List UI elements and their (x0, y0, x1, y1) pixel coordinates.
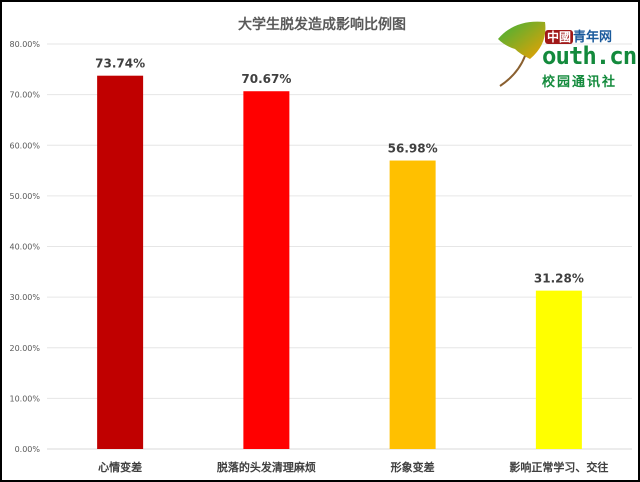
y-tick-label: 70.00% (9, 91, 40, 100)
y-tick-label: 50.00% (9, 192, 40, 201)
y-tick-label: 30.00% (9, 293, 40, 302)
bar (97, 75, 144, 449)
x-tick-label: 影响正常学习、交往 (509, 460, 608, 474)
y-tick-label: 0.00% (15, 445, 41, 454)
data-label: 73.74% (95, 57, 145, 71)
x-tick-label: 脱落的头发清理麻烦 (217, 460, 316, 474)
y-tick-label: 40.00% (9, 243, 40, 252)
bar (243, 91, 290, 449)
youth-cn-logo: 中國 青年网 outh.cn 校园通讯社 (490, 14, 637, 90)
bar (535, 290, 582, 449)
x-tick-label: 形象变差 (391, 460, 435, 474)
chart-title: 大学生脱发造成影响比例图 (238, 17, 406, 33)
ginkgo-leaf-icon (498, 21, 546, 87)
data-label: 31.28% (534, 272, 584, 286)
y-tick-label: 80.00% (9, 40, 40, 49)
x-tick-label: 心情变差 (98, 460, 142, 474)
y-tick-label: 60.00% (9, 141, 40, 150)
bar (389, 160, 436, 449)
y-tick-label: 10.00% (9, 394, 40, 403)
data-label: 70.67% (241, 72, 291, 86)
y-tick-label: 20.00% (9, 344, 40, 353)
data-label: 56.98% (388, 142, 438, 156)
